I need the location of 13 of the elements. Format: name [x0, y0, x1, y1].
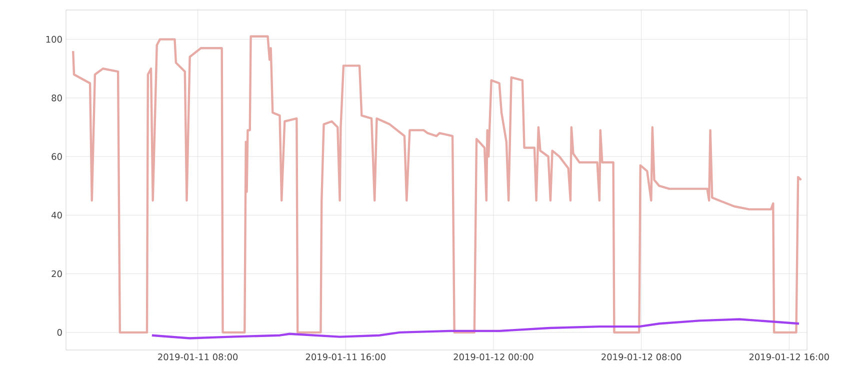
y-tick-label: 80	[52, 94, 62, 102]
x-tick-label: 2019-01-12 08:00	[602, 354, 682, 360]
y-tick-label: 60	[52, 153, 62, 160]
y-tick-label: 0	[57, 329, 62, 336]
x-tick-label: 2019-01-11 16:00	[306, 354, 386, 360]
line-series	[150, 318, 800, 340]
y-tick-label: 100	[46, 36, 62, 43]
y-tick-label: 40	[52, 212, 62, 219]
y-tick-label: 20	[52, 270, 62, 278]
x-tick-label: 2019-01-11 08:00	[158, 354, 238, 360]
x-tick-label: 2019-01-12 00:00	[454, 354, 534, 360]
line-series	[72, 35, 802, 334]
x-tick-label: 2019-01-12 16:00	[749, 354, 829, 360]
